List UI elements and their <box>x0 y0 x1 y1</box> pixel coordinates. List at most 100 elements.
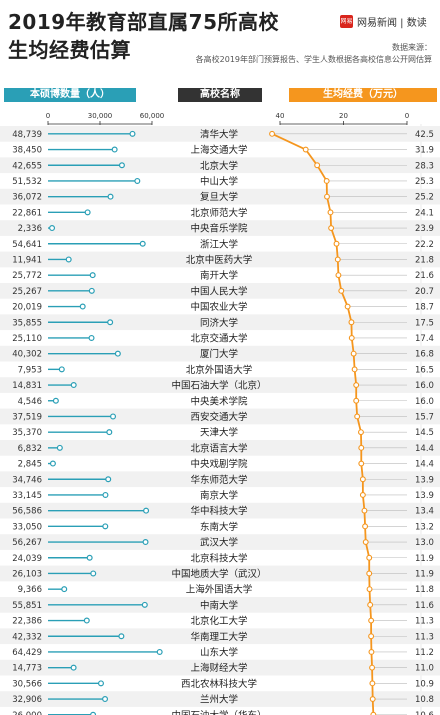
students-dot <box>79 303 86 310</box>
funding-value-label: 17.4 <box>415 334 434 344</box>
students-value-label: 9,366 <box>18 585 42 595</box>
students-value-label: 34,746 <box>12 475 42 485</box>
students-dot <box>134 177 141 184</box>
funding-value-label: 15.7 <box>415 412 434 422</box>
students-dot <box>118 633 125 640</box>
funding-dot <box>366 570 373 577</box>
page-title-line1: 2019年教育部直属75所高校 <box>8 10 279 34</box>
funding-dot <box>353 397 360 404</box>
students-value-label: 25,267 <box>12 287 42 297</box>
funding-dot <box>328 225 335 232</box>
row-background <box>0 188 440 205</box>
funding-value-label: 13.0 <box>415 538 434 548</box>
funding-dot <box>348 319 355 326</box>
students-value-label: 24,039 <box>12 554 42 564</box>
row-background <box>0 251 440 268</box>
students-dot <box>107 319 114 326</box>
students-dot <box>70 382 77 389</box>
funding-dot <box>358 460 365 467</box>
school-name: 同济大学 <box>200 317 238 329</box>
students-value-label: 14,773 <box>12 664 42 674</box>
students-dot <box>106 429 113 436</box>
students-dot <box>139 240 146 247</box>
school-name: 浙江大学 <box>200 238 238 250</box>
school-name: 中国农业大学 <box>190 301 247 313</box>
funding-value-label: 11.8 <box>415 585 434 595</box>
school-name: 中山大学 <box>200 175 238 187</box>
students-axis-tick-label: 30,000 <box>87 112 113 120</box>
students-dot <box>49 460 56 467</box>
page-title-line2: 生均经费估算 <box>8 38 131 62</box>
students-value-label: 25,772 <box>12 271 42 281</box>
row-background <box>0 345 440 362</box>
funding-value-label: 16.8 <box>415 350 434 360</box>
funding-axis-tick-label: 40 <box>275 112 285 120</box>
funding-axis-tick-label: 20 <box>339 112 348 120</box>
row-background <box>0 157 440 174</box>
funding-dot <box>338 287 345 294</box>
students-value-label: 22,861 <box>12 208 42 218</box>
brand-label: 网易新闻 | 数读 <box>357 18 427 29</box>
students-value-label: 42,655 <box>12 161 42 171</box>
funding-column-header: 生均经费（万元） <box>289 88 437 102</box>
school-name: 天津大学 <box>200 427 238 439</box>
students-dot <box>56 444 63 451</box>
school-name: 北京师范大学 <box>190 207 247 219</box>
students-dot <box>143 507 150 514</box>
students-value-label: 2,845 <box>18 460 42 470</box>
funding-dot <box>362 523 369 530</box>
students-value-label: 33,050 <box>12 522 42 532</box>
students-value-label: 55,851 <box>12 601 42 611</box>
funding-dot <box>366 554 373 561</box>
students-dot <box>61 586 68 593</box>
students-value-label: 38,450 <box>12 146 42 156</box>
funding-value-label: 13.2 <box>415 522 434 532</box>
funding-dot <box>353 382 360 388</box>
funding-value-label: 13.4 <box>415 507 434 517</box>
students-dot <box>118 162 125 169</box>
funding-value-label: 16.5 <box>415 365 434 375</box>
school-name: 兰州大学 <box>200 694 238 706</box>
funding-dot <box>358 444 365 451</box>
students-value-label: 6,832 <box>18 444 42 454</box>
funding-dot <box>369 696 376 702</box>
funding-value-label: 25.3 <box>415 177 434 187</box>
brand: 网易 网易新闻 | 数读 <box>340 14 427 29</box>
school-name: 北京化工大学 <box>190 615 247 627</box>
funding-value-label: 11.3 <box>415 617 434 627</box>
funding-value-label: 16.0 <box>415 381 434 391</box>
students-value-label: 54,641 <box>12 240 42 250</box>
students-value-label: 25,110 <box>12 334 42 344</box>
students-dot <box>65 256 72 263</box>
students-dot <box>107 193 114 200</box>
school-name: 北京外国语大学 <box>186 364 253 376</box>
students-dot <box>102 696 109 703</box>
name-column-header: 高校名称 <box>178 88 262 102</box>
school-name: 北京科技大学 <box>190 552 247 564</box>
funding-dot <box>314 162 321 169</box>
funding-value-label: 21.6 <box>415 271 434 281</box>
funding-dot <box>366 586 373 593</box>
students-value-label: 2,336 <box>18 224 42 234</box>
funding-dot <box>348 335 355 341</box>
students-value-label: 26,103 <box>12 569 42 579</box>
funding-dot <box>323 178 330 184</box>
students-dot <box>86 554 93 561</box>
funding-dot <box>359 492 366 498</box>
school-name: 中央音乐学院 <box>190 223 248 235</box>
school-name: 东南大学 <box>200 521 238 533</box>
students-dot <box>52 397 59 404</box>
students-value-label: 35,855 <box>12 318 42 328</box>
funding-dot <box>335 272 342 279</box>
students-value-label: 37,519 <box>12 412 42 422</box>
row-background <box>0 126 440 142</box>
students-dot <box>49 225 56 232</box>
school-name: 北京交通大学 <box>190 332 247 344</box>
students-dot <box>156 648 163 655</box>
funding-dot <box>333 240 340 247</box>
school-name: 中央戏剧学院 <box>190 458 248 470</box>
students-dot <box>83 617 90 624</box>
school-name: 中国地质大学（武汉） <box>171 568 266 580</box>
school-name: 清华大学 <box>200 128 238 140</box>
